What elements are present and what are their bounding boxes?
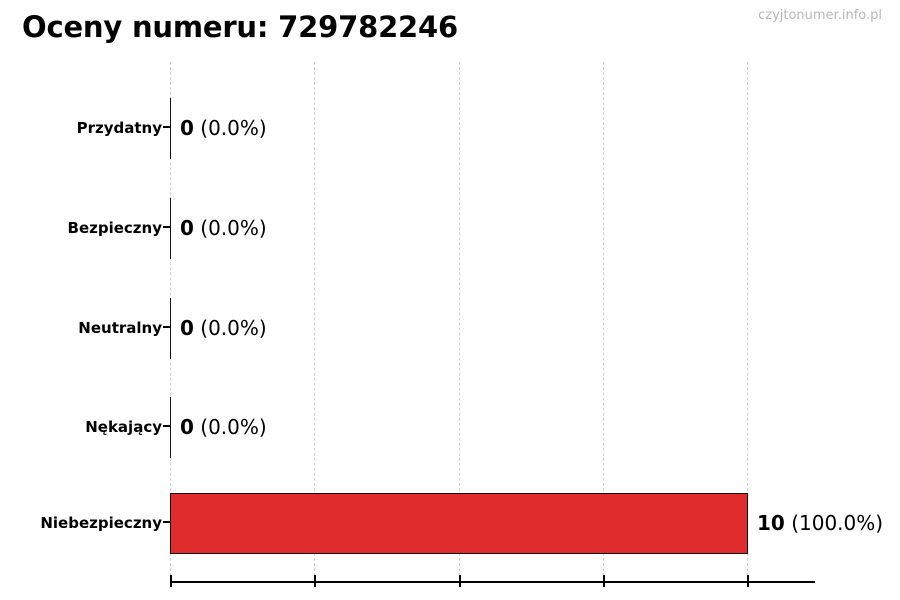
axis-tick-icon — [163, 326, 170, 328]
x-axis-tick-icon — [747, 575, 749, 587]
bar-rect — [170, 98, 171, 159]
bar-rect — [170, 198, 171, 259]
bar-row: Neutralny 0 (0.0%) — [0, 298, 900, 359]
bar-count: 0 — [180, 216, 194, 240]
bar-value-label: 10 (100.0%) — [757, 493, 883, 554]
x-axis-tick-icon — [314, 575, 316, 587]
axis-tick-icon — [163, 126, 170, 128]
bar-count: 0 — [180, 116, 194, 140]
bar-category-label: Przydatny — [76, 119, 162, 137]
bar-percent: (100.0%) — [791, 511, 884, 535]
bar-value-label: 0 (0.0%) — [180, 397, 267, 458]
bar-rect — [170, 298, 171, 359]
bar-rect — [170, 493, 748, 554]
x-axis-tick-icon — [170, 575, 172, 587]
axis-tick-icon — [163, 226, 170, 228]
gridline-3 — [603, 62, 604, 581]
axis-tick-icon — [163, 521, 170, 523]
bar-count: 0 — [180, 316, 194, 340]
page-title: Oceny numeru: 729782246 — [22, 10, 458, 44]
axis-tick-icon — [163, 425, 170, 427]
bar-value-label: 0 (0.0%) — [180, 198, 267, 259]
bar-row: Niebezpieczny 10 (100.0%) — [0, 493, 900, 554]
bar-category-label: Nękający — [85, 418, 162, 436]
x-axis-tick-icon — [603, 575, 605, 587]
bar-rect — [170, 397, 171, 458]
site-watermark: czyjtonumer.info.pl — [758, 8, 882, 23]
bar-row: Bezpieczny 0 (0.0%) — [0, 198, 900, 259]
bar-percent: (0.0%) — [200, 415, 267, 439]
bar-row: Nękający 0 (0.0%) — [0, 397, 900, 458]
bar-category-label: Neutralny — [78, 319, 162, 337]
bar-percent: (0.0%) — [200, 316, 267, 340]
gridline-1 — [314, 62, 315, 581]
bar-count: 0 — [180, 415, 194, 439]
bar-row: Przydatny 0 (0.0%) — [0, 98, 900, 159]
x-axis-tick-icon — [459, 575, 461, 587]
gridline-2 — [459, 62, 460, 581]
x-axis-line — [170, 581, 815, 583]
bar-value-label: 0 (0.0%) — [180, 98, 267, 159]
bar-category-label: Niebezpieczny — [40, 514, 162, 532]
bar-count: 10 — [757, 511, 785, 535]
bar-category-label: Bezpieczny — [67, 219, 162, 237]
bar-percent: (0.0%) — [200, 216, 267, 240]
bar-percent: (0.0%) — [200, 116, 267, 140]
bar-value-label: 0 (0.0%) — [180, 298, 267, 359]
gridline-4 — [747, 62, 748, 581]
